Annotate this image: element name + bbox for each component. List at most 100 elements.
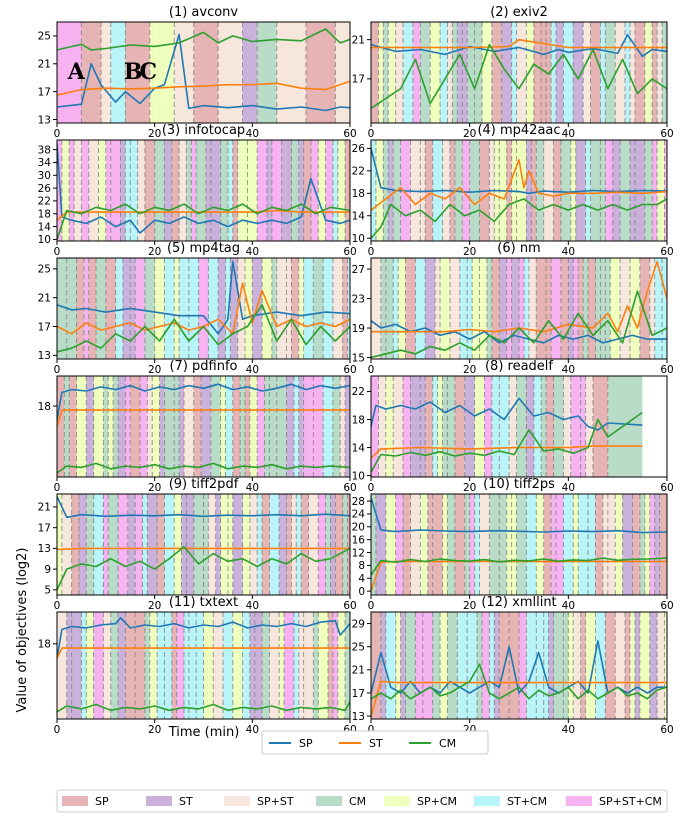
- panel-1-phase-st: [242, 22, 258, 123]
- panel-3-phase-st: [164, 140, 172, 241]
- panel-8-phase-sp-cm: [437, 376, 443, 477]
- panel-6-phase-sp-cm: [472, 258, 480, 359]
- panel-1-phase-cm: [257, 22, 277, 123]
- panel-3-phase-sp-st-cm: [81, 140, 89, 241]
- panel-2-phase-st: [556, 22, 564, 123]
- panel-3-ytick-label: 26: [38, 183, 52, 195]
- panel-7-phase-cm: [164, 376, 175, 477]
- panel-9-phase-sp: [335, 494, 343, 595]
- panel-7-phase-cm: [103, 376, 109, 477]
- panel-5-phase-sp-st: [276, 258, 287, 359]
- panel-8-phase-sp-cm: [474, 376, 485, 477]
- phase-legend-swatch-sp-st: [224, 796, 250, 806]
- panel-6-phase-cm: [595, 258, 601, 359]
- panel-10-phase-sp-st-cm: [551, 494, 556, 595]
- panel-8-phase-cm: [447, 376, 455, 477]
- panel-7-phase-sp-cm: [76, 376, 87, 477]
- panel-3-ytick-label: 38: [38, 144, 51, 156]
- panel-5-series-cm: [57, 304, 350, 353]
- panel-12-phase-cm: [553, 612, 564, 719]
- panel-9-phase-sp: [286, 494, 292, 595]
- panel-10-phase-cm: [464, 494, 470, 595]
- panel-3-phase-sp-cm: [98, 140, 106, 241]
- panel-10-phase-st-cm: [588, 494, 596, 595]
- panel-11-phase-sp: [135, 612, 145, 719]
- panel-2-phase-sp-st: [630, 22, 635, 123]
- panel-12-phases: [371, 612, 667, 719]
- panel-2-phase-sp-st: [447, 22, 453, 123]
- panel-3-phase-st: [281, 140, 292, 241]
- panel-3-xtick-label: 40: [246, 246, 259, 258]
- panel-9-phase-st: [78, 494, 87, 595]
- panel-6-phase-st-cm: [662, 258, 667, 359]
- panel-2-phase-st-cm: [511, 22, 517, 123]
- panel-10-ytick-label: 20: [352, 522, 365, 534]
- panel-2-xtick-label: 40: [562, 128, 575, 140]
- panel-10-phase-st-cm: [526, 494, 537, 595]
- panel-11-phase-st: [71, 612, 82, 719]
- panel-12-phase-sp-st-cm: [482, 612, 490, 719]
- panel-12-xtick-label: 0: [368, 724, 375, 736]
- panel-9-phase-st: [147, 494, 158, 595]
- panel-4-ytick-label: 22: [352, 166, 365, 178]
- panel-7-phase-st: [118, 376, 126, 477]
- panel-7-phase-cm: [210, 376, 221, 477]
- panel-9-phases: [57, 494, 350, 595]
- panel-10-phase-sp: [432, 494, 443, 595]
- panel-7-xtick-label: 20: [148, 482, 161, 494]
- panel-10-series-st: [371, 560, 667, 592]
- panel-12-phase-cm: [563, 612, 569, 719]
- phase-legend-label-cm: CM: [349, 795, 366, 808]
- panel-7-phase-st: [286, 376, 294, 477]
- panel-6-phase-st-cm: [654, 258, 663, 359]
- panel-2-phase-cm: [420, 22, 431, 123]
- panel-11-phase-st: [66, 612, 72, 719]
- panel-10-phase-st-cm: [474, 494, 480, 595]
- panel-1-ytick-label: 25: [38, 31, 51, 43]
- phase-legend-label-st-cm: ST+CM: [507, 795, 547, 808]
- panel-3-phase-cm: [196, 140, 206, 241]
- panel-4-phase-cm: [469, 140, 480, 241]
- panel-1-phases: [57, 22, 350, 123]
- panel-9-phase-sp-st-cm: [118, 494, 128, 595]
- panel-6-title: (6) nm: [497, 241, 540, 256]
- panel-1-phase-sp-cm: [149, 22, 175, 123]
- panel-10-phase-cm: [489, 494, 500, 595]
- panel-2-ytick-label: 17: [352, 74, 365, 86]
- panel-11-phase-sp-cm: [337, 612, 346, 719]
- panel-11-phase-sp-st: [269, 612, 280, 719]
- panel-12-phase-st-cm: [489, 612, 495, 719]
- panel-2-phase-sp: [634, 22, 645, 123]
- panel-1-phase-sp-st: [276, 22, 307, 123]
- panel-11-phase-sp: [125, 612, 136, 719]
- panel-8-xtick-label: 40: [562, 482, 575, 494]
- panel-2-title: (2) exiv2: [490, 5, 548, 20]
- panel-12-ytick-label: 17: [352, 688, 365, 700]
- panel-10-phase-sp-cm: [385, 494, 396, 595]
- panel-6-xtick-label: 0: [368, 364, 375, 376]
- panel-3-phase-cm: [291, 140, 299, 241]
- panel-7-phase-st-cm: [323, 376, 333, 477]
- panel-10-phase-sp-st-cm: [556, 494, 564, 595]
- panel-3-phase-st: [298, 140, 304, 241]
- panel-11-phase-st-cm: [81, 612, 87, 719]
- panel-4-phase-st: [575, 140, 586, 241]
- panel-10-phase-sp-cm: [536, 494, 544, 595]
- panel-12-phase-st: [400, 612, 406, 719]
- panel-10-phase-sp: [427, 494, 433, 595]
- panel-6-phase-sp-st-cm: [506, 258, 512, 359]
- panel-12-ytick-label: 25: [352, 642, 365, 654]
- panel-2-phase-sp: [541, 22, 547, 123]
- panel-7-phase-cm: [269, 376, 277, 477]
- panel-7-phase-sp: [232, 376, 241, 477]
- panel-11-phase-st-cm: [164, 612, 172, 719]
- panel-7-series-sp: [57, 383, 350, 420]
- panel-8-xtick-label: 60: [660, 482, 673, 494]
- panel-12-phase-st-cm: [526, 612, 537, 719]
- panel-11-series-sp: [57, 617, 350, 659]
- panel-3-phase-sp: [171, 140, 180, 241]
- panel-3-ytick-label: 30: [38, 170, 51, 182]
- panel-3-ytick-label: 34: [38, 157, 52, 169]
- panel-7-phase-sp-st-cm: [257, 376, 265, 477]
- panel-10-phase-st: [375, 494, 386, 595]
